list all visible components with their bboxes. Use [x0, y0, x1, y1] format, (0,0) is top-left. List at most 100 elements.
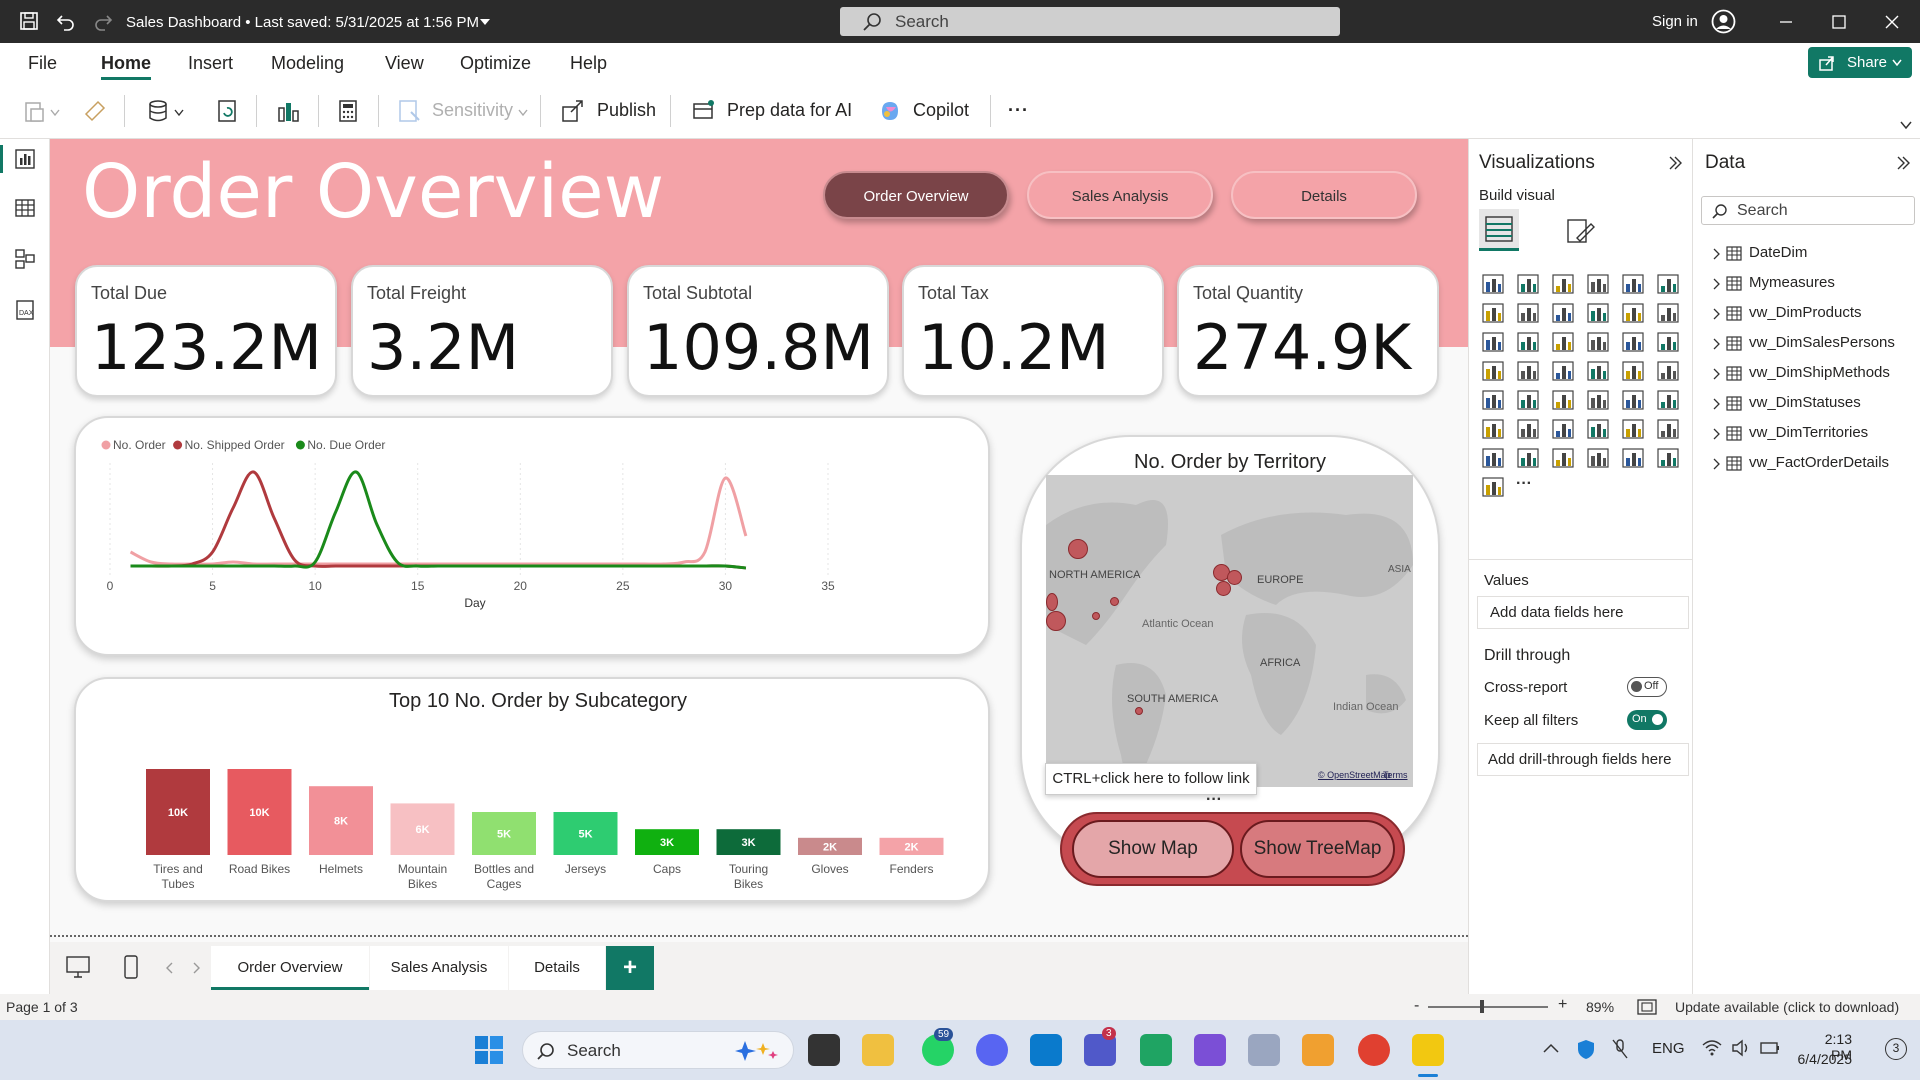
chevron-right-icon[interactable]	[192, 962, 200, 974]
bar[interactable]	[146, 769, 210, 855]
share-button[interactable]: Share	[1808, 47, 1912, 78]
menu-file[interactable]: File	[28, 53, 58, 73]
map-bubble[interactable]	[1092, 612, 1100, 620]
menu-modeling[interactable]: Modeling	[271, 53, 345, 73]
chevron-down-icon[interactable]	[174, 109, 184, 116]
nav-button-sales-analysis[interactable]: Sales Analysis	[1027, 171, 1213, 219]
bar[interactable]	[309, 786, 373, 855]
paste-icon[interactable]	[22, 98, 48, 124]
custom-visual-icon[interactable]	[1481, 475, 1505, 499]
nav-button-order-overview[interactable]: Order Overview	[823, 171, 1009, 219]
keep-all-filters-toggle[interactable]: On	[1627, 710, 1667, 730]
shape-map-visual-icon[interactable]	[1586, 359, 1610, 383]
series-line[interactable]	[129, 476, 748, 566]
line-chart[interactable]: No. Order No. Shipped Order No. Due Order 0…	[76, 418, 988, 654]
chevron-up-icon[interactable]	[1543, 1042, 1559, 1054]
map-bubble[interactable]	[1110, 597, 1119, 606]
multi-row-card-visual-icon[interactable]	[1516, 388, 1540, 412]
line-column-visual-icon[interactable]	[1481, 330, 1505, 354]
sensitivity-button[interactable]: Sensitivity	[432, 100, 514, 120]
tab-details[interactable]: Details	[509, 946, 605, 990]
map-bubble[interactable]	[1227, 570, 1242, 585]
bar-chart-card[interactable]: Top 10 No. Order by Subcategory 10K Tires …	[74, 677, 990, 902]
build-visual-tab[interactable]	[1479, 209, 1519, 251]
bar[interactable]	[798, 837, 862, 855]
minimize-icon[interactable]	[1776, 12, 1796, 32]
desktop-layout-icon[interactable]	[65, 955, 91, 979]
cross-report-toggle[interactable]: Off	[1627, 677, 1667, 697]
goals-visual-icon[interactable]	[1481, 446, 1505, 470]
sensitivity-icon[interactable]	[397, 98, 423, 124]
volume-icon[interactable]	[1731, 1039, 1751, 1057]
show-treemap-button[interactable]: Show TreeMap	[1240, 820, 1395, 878]
stacked-area-visual-icon[interactable]	[1551, 301, 1575, 325]
format-visual-icon[interactable]	[1565, 216, 1595, 246]
clustered-bar-visual-icon[interactable]	[1551, 272, 1575, 296]
menu-insert[interactable]: Insert	[188, 53, 234, 73]
kpi-card-total-freight[interactable]: Total Freight 3.2M	[351, 265, 613, 397]
prep-data-button[interactable]: Prep data for AI	[727, 100, 853, 120]
line-stacked-visual-icon[interactable]	[1516, 330, 1540, 354]
legend-marker[interactable]	[101, 440, 111, 450]
stacked-bar-visual-icon[interactable]	[1481, 272, 1505, 296]
decomposition-tree-visual-icon[interactable]	[1586, 417, 1610, 441]
data-table-item[interactable]: vw_DimSalesPersons	[1693, 329, 1920, 357]
zoom-in-button[interactable]: +	[1558, 996, 1568, 1013]
azure-map-visual-icon[interactable]	[1621, 359, 1645, 383]
notification-center-badge[interactable]: 3	[1885, 1038, 1907, 1060]
zoom-out-button[interactable]: -	[1414, 997, 1420, 1014]
nav-button-details[interactable]: Details	[1231, 171, 1417, 219]
show-map-button[interactable]: Show Map	[1072, 820, 1234, 878]
waterfall-visual-icon[interactable]	[1621, 301, 1645, 325]
map-terms-link[interactable]: Terms	[1383, 770, 1408, 780]
collapse-pane-icon[interactable]	[1667, 155, 1683, 171]
matrix-visual-icon[interactable]	[1656, 388, 1680, 412]
update-available-link[interactable]: Update available (click to download)	[1675, 999, 1900, 1015]
chevron-down-icon[interactable]	[518, 109, 528, 116]
bar[interactable]	[472, 812, 536, 855]
account-icon[interactable]	[1711, 9, 1736, 34]
table-view-icon[interactable]	[13, 196, 37, 220]
ribbon-visual-icon[interactable]	[1586, 301, 1610, 325]
add-drill-through-well[interactable]: Add drill-through fields here	[1477, 743, 1689, 776]
report-view-icon[interactable]	[13, 147, 37, 171]
stacked-column-visual-icon[interactable]	[1516, 272, 1540, 296]
close-icon[interactable]	[1882, 12, 1902, 32]
line-chart-card[interactable]: No. Order No. Shipped Order No. Due Order 0…	[74, 416, 990, 656]
legend-marker[interactable]	[173, 440, 183, 450]
teams-icon[interactable]: 3	[1084, 1027, 1116, 1066]
area-visual-icon[interactable]	[1516, 301, 1540, 325]
data-table-item[interactable]: Mymeasures	[1693, 269, 1920, 297]
clock-time[interactable]: 2:13 PM	[1824, 1031, 1852, 1063]
sign-in-link[interactable]: Sign in	[1652, 13, 1698, 30]
data-table-item[interactable]: vw_FactOrderDetails	[1693, 449, 1920, 477]
vscode-icon[interactable]	[1030, 1034, 1062, 1066]
series-line[interactable]	[130, 470, 747, 570]
chevron-down-icon[interactable]	[479, 18, 491, 26]
data-table-item[interactable]: vw_DimShipMethods	[1693, 359, 1920, 387]
legend-label[interactable]: No. Due Order	[307, 438, 385, 452]
refresh-icon[interactable]	[215, 98, 241, 124]
file-explorer-icon[interactable]	[862, 1034, 894, 1066]
data-search-input[interactable]: Search	[1701, 196, 1915, 225]
power-bi-icon[interactable]	[1412, 1034, 1444, 1066]
new-visual-icon[interactable]	[275, 98, 301, 124]
visual-studio-icon[interactable]	[1194, 1034, 1226, 1066]
key-influencers-visual-icon[interactable]	[1551, 417, 1575, 441]
more-visual-icon[interactable]: ···	[1516, 475, 1532, 492]
publish-button[interactable]: Publish	[597, 100, 657, 120]
mobile-layout-icon[interactable]	[123, 954, 139, 980]
add-page-button[interactable]: +	[606, 946, 654, 990]
zoom-slider-thumb[interactable]	[1480, 1000, 1484, 1013]
map-bubble[interactable]	[1216, 581, 1231, 596]
100-column-visual-icon[interactable]	[1656, 272, 1680, 296]
bar[interactable]	[879, 837, 944, 855]
100-bar-visual-icon[interactable]	[1621, 272, 1645, 296]
pie-visual-icon[interactable]	[1621, 330, 1645, 354]
data-table-item[interactable]: vw_DimTerritories	[1693, 419, 1920, 447]
tab-order-overview[interactable]: Order Overview	[211, 946, 369, 990]
chevron-down-icon[interactable]	[50, 109, 60, 116]
menu-view[interactable]: View	[385, 53, 424, 73]
power-apps-visual-icon[interactable]	[1551, 446, 1575, 470]
discord-icon[interactable]	[976, 1034, 1008, 1066]
